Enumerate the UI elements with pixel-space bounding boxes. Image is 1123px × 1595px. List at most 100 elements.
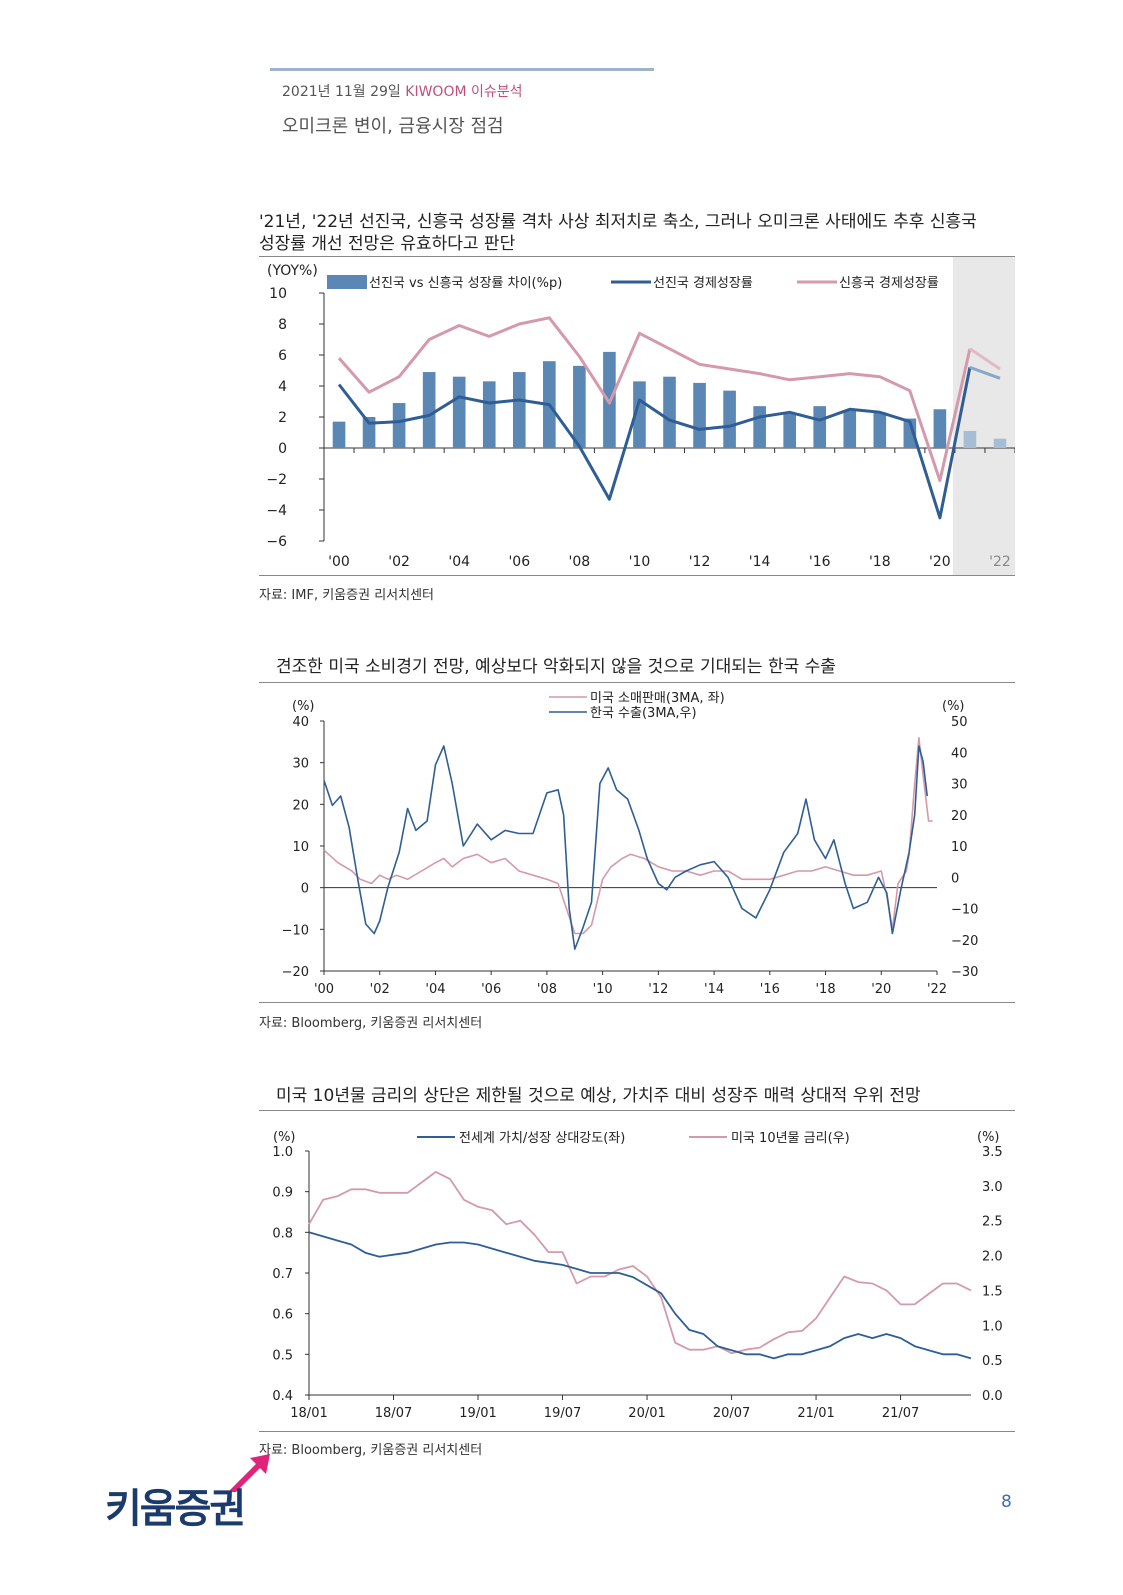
chart1-x-tick-label: '00 xyxy=(328,554,350,570)
chart3-x-tick-label: 20/01 xyxy=(628,1406,665,1421)
chart1-legend-swatch xyxy=(327,275,367,289)
page-number: 8 xyxy=(1001,1492,1012,1512)
chart1-legend-label: 신흥국 경제성장률 xyxy=(839,276,939,291)
chart3-y-right-tick-label: 3.0 xyxy=(982,1180,1003,1195)
chart1-x-tick-label: '06 xyxy=(508,554,530,570)
chart1-y-tick-label: 2 xyxy=(278,410,287,426)
chart2-y-left-tick-label: 40 xyxy=(292,715,309,730)
chart2-y-right-tick-label: 10 xyxy=(951,840,968,855)
chart2-x-tick-label: '18 xyxy=(815,982,835,997)
chart2-y-right-tick-label: 20 xyxy=(951,809,968,824)
chart1-x-tick-label: '10 xyxy=(629,554,651,570)
chart3-y-right-tick-label: 0.0 xyxy=(982,1389,1003,1404)
chart1-bar xyxy=(963,430,977,448)
chart3-x-tick-label: 19/07 xyxy=(544,1406,581,1421)
chart2-x-tick-label: '20 xyxy=(871,982,891,997)
chart2-y-right-tick-label: 50 xyxy=(951,715,968,730)
chart1-series-advanced xyxy=(337,367,972,520)
chart3-x-tick-label: 18/07 xyxy=(375,1406,412,1421)
chart2-bottom-rule xyxy=(259,1002,1015,1003)
chart2-y-left-tick-label: −20 xyxy=(282,965,309,980)
chart1-bar xyxy=(933,409,947,448)
chart1-x-tick-label: '04 xyxy=(448,554,470,570)
chart1-bar xyxy=(422,372,436,448)
chart2-legend-label: 미국 소매판매(3MA, 좌) xyxy=(590,691,725,706)
chart1-series-emerging-forecast xyxy=(969,347,1001,371)
chart3-y-right-tick-label: 0.5 xyxy=(982,1354,1003,1369)
chart3-y-right-tick-label: 2.0 xyxy=(982,1250,1003,1265)
chart2-x-tick-label: '14 xyxy=(704,982,724,997)
chart2-x-tick-label: '02 xyxy=(370,982,390,997)
chart1-bar xyxy=(723,390,736,448)
chart3-source: 자료: Bloomberg, 키움증권 리서치센터 xyxy=(259,1443,483,1458)
chart3-y-left-tick-label: 0.5 xyxy=(272,1348,293,1363)
chart1-x-tick-label: '08 xyxy=(569,554,591,570)
chart1-y-tick-label: −2 xyxy=(266,472,287,488)
chart3-series-us10y xyxy=(308,1171,972,1355)
chart1-bar xyxy=(332,421,346,448)
chart3-x-tick-label: 20/07 xyxy=(713,1406,750,1421)
chart1-legend-label: 선진국 vs 신흥국 성장률 차이(%p) xyxy=(369,276,562,291)
chart1-bar xyxy=(362,417,376,448)
chart3-figure: (%) (%)1.00.90.80.70.60.50.43.53.02.52.01… xyxy=(272,1130,1003,1421)
chart3-top-rule xyxy=(259,1110,1015,1111)
chart1-series-advanced-forecast xyxy=(969,365,1001,380)
chart1-bar xyxy=(482,381,496,448)
chart3-legend-label: 전세계 가치/성장 상대강도(좌) xyxy=(459,1131,625,1146)
chart3-x-tick-label: 19/01 xyxy=(459,1406,496,1421)
chart2-y-right-tick-label: −20 xyxy=(951,934,978,949)
chart1-y-tick-label: −4 xyxy=(266,503,287,519)
chart1-bar xyxy=(993,438,1007,448)
chart2-y-right-tick-label: 40 xyxy=(951,746,968,761)
chart3-x-tick-label: 21/07 xyxy=(882,1406,919,1421)
chart2-top-rule xyxy=(259,682,1015,683)
header-subtitle: 오미크론 변이, 금융시장 점검 xyxy=(282,116,504,137)
chart2-x-tick-label: '22 xyxy=(927,982,947,997)
chart2-figure: (%) (%)403020100−10−2050403020100−10−20−3… xyxy=(282,691,979,997)
chart2-x-tick-label: '00 xyxy=(314,982,334,997)
chart3-x-tick-label: 21/01 xyxy=(797,1406,834,1421)
chart3-y-left-tick-label: 1.0 xyxy=(272,1145,293,1160)
header-rule xyxy=(270,68,654,71)
chart1-title-line1: '21년, '22년 선진국, 신흥국 성장률 격차 사상 최저치로 축소, 그… xyxy=(259,212,977,232)
chart1-bar xyxy=(693,382,706,448)
chart2-series-us-retail xyxy=(323,736,933,935)
chart1-x-tick-label: '20 xyxy=(929,554,951,570)
chart1-legend-label: 선진국 경제성장률 xyxy=(653,276,753,291)
chart2-y-right-tick-label: 0 xyxy=(951,871,959,886)
chart1-source: 자료: IMF, 키움증권 리서치센터 xyxy=(259,588,434,603)
chart1-x-tick-label: '02 xyxy=(388,554,410,570)
chart1-x-tick-label: '18 xyxy=(869,554,891,570)
chart2-y-left-tick-label: 0 xyxy=(301,882,309,897)
chart3-right-unit: (%) xyxy=(977,1130,1000,1145)
chart3-left-unit: (%) xyxy=(273,1130,296,1145)
chart1-x-tick-label: '14 xyxy=(749,554,771,570)
chart1-bar xyxy=(663,376,676,448)
chart2-y-left-tick-label: 10 xyxy=(292,840,309,855)
chart1-y-tick-label: 10 xyxy=(269,286,287,302)
chart1-bar xyxy=(512,372,526,448)
chart1-series-emerging xyxy=(337,316,972,483)
chart1-y-tick-label: 4 xyxy=(278,379,287,395)
chart1-bar xyxy=(873,412,887,448)
chart2-x-tick-label: '10 xyxy=(593,982,613,997)
chart2-y-right-tick-label: −30 xyxy=(951,965,978,980)
chart2-x-tick-label: '04 xyxy=(425,982,445,997)
chart1-bar xyxy=(392,403,406,448)
chart2-right-unit: (%) xyxy=(942,699,965,714)
chart1-figure: (YOY%) 10 8 6 4 2 0 −2 −4 −6 '00 '02 '04 '06 '08 '10 '12… xyxy=(266,257,1015,575)
chart2-left-unit: (%) xyxy=(292,699,315,714)
chart2-y-left-tick-label: 30 xyxy=(292,757,309,772)
chart2-x-tick-label: '08 xyxy=(537,982,557,997)
header-date-text: 2021년 11월 29일 xyxy=(282,84,401,100)
chart3-bottom-rule xyxy=(259,1431,1015,1432)
chart1-x-tick-label: '22 xyxy=(989,554,1011,570)
forecast-shade xyxy=(952,257,1015,575)
chart2-y-right-tick-label: 30 xyxy=(951,778,968,793)
chart2-y-left-tick-label: −10 xyxy=(282,923,309,938)
chart3-legend-label: 미국 10년물 금리(우) xyxy=(731,1131,850,1146)
chart3-y-right-tick-label: 3.5 xyxy=(982,1145,1003,1160)
chart2-series-korea-exports xyxy=(323,745,928,950)
header-date: 2021년 11월 29일 KIWOOM 이슈분석 xyxy=(282,81,523,101)
chart2-x-tick-label: '12 xyxy=(648,982,668,997)
